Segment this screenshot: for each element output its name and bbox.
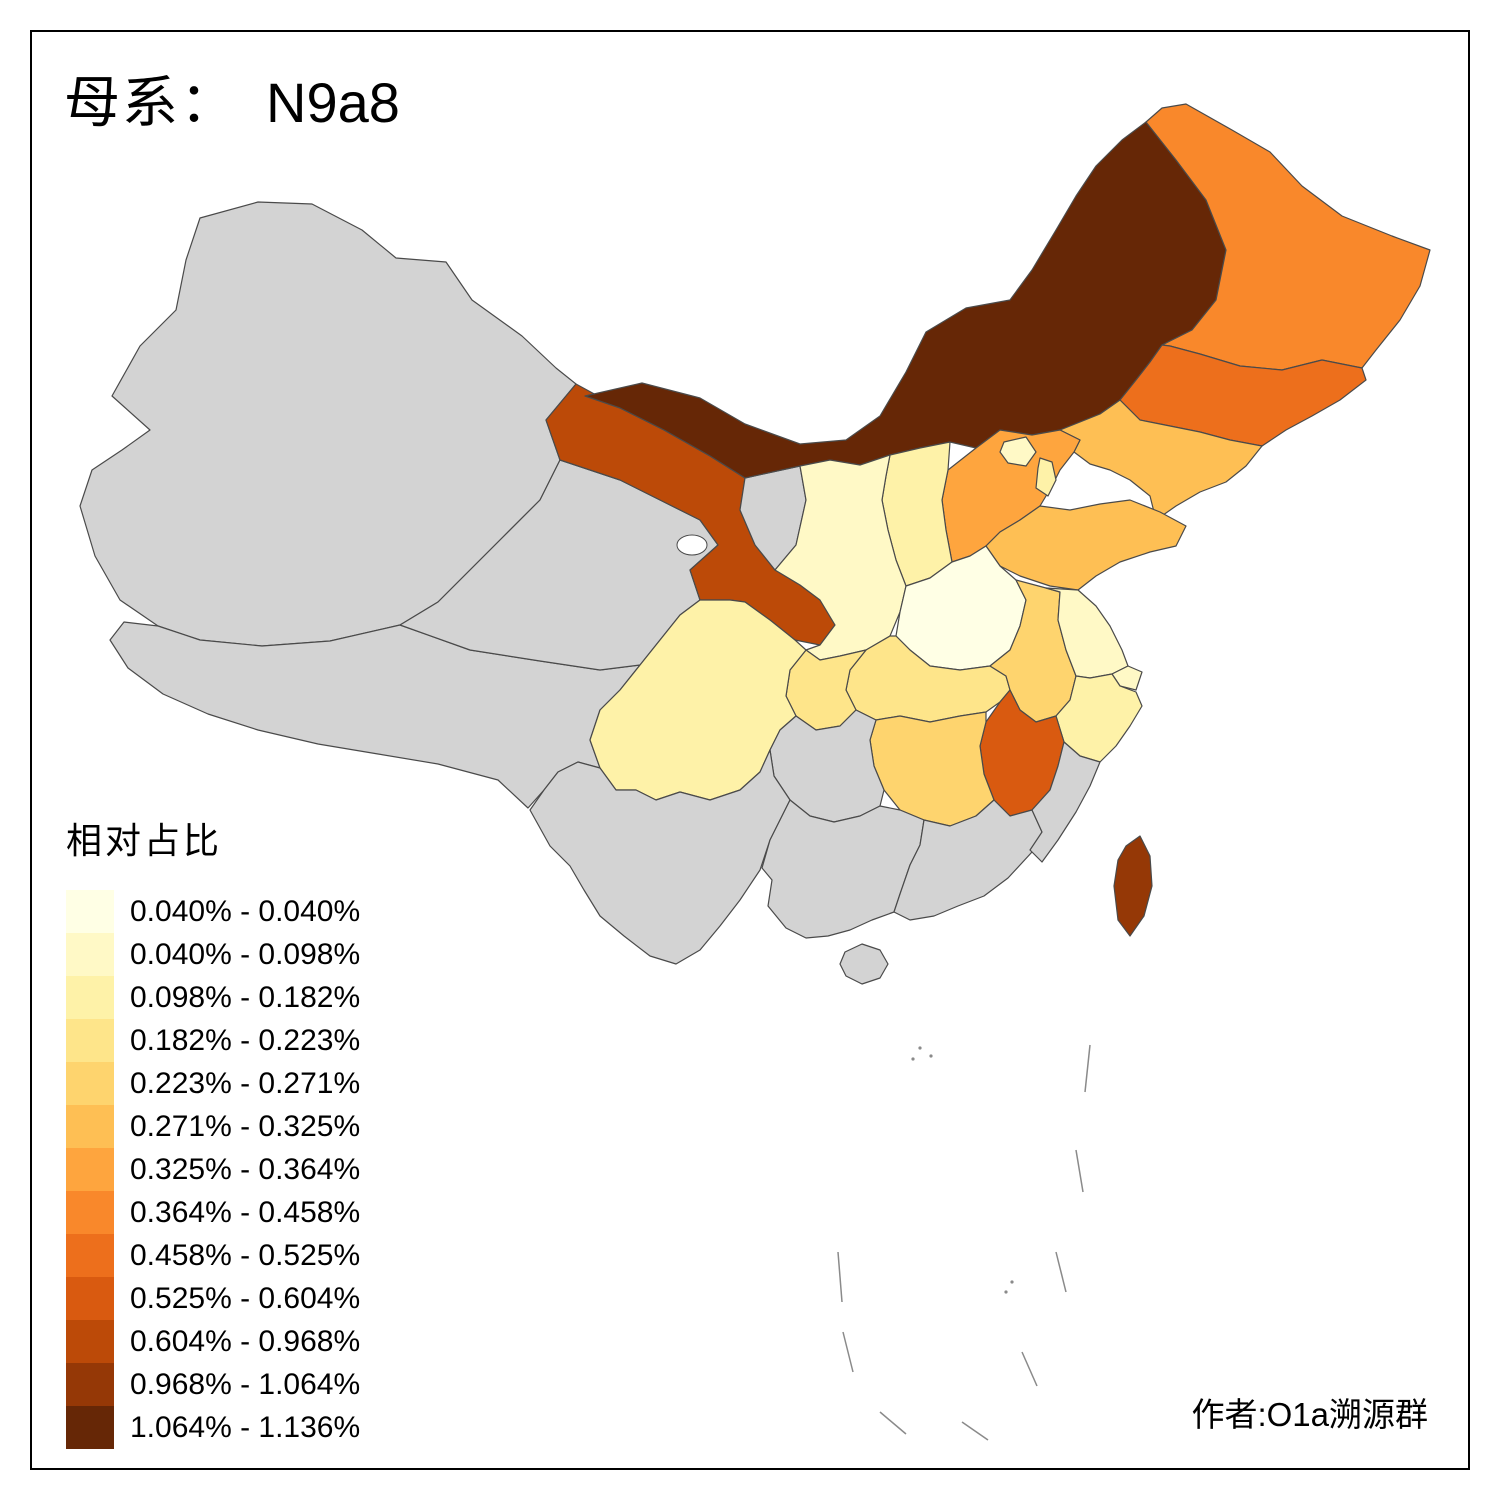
region-guangxi <box>761 799 925 939</box>
region-taiwan <box>1113 835 1153 937</box>
plot-title: 母系： N9a8 <box>64 58 400 139</box>
islet-dot <box>929 1054 933 1058</box>
legend-entry: 0.968% - 1.064% <box>66 1363 360 1406</box>
legend-entry: 0.458% - 0.525% <box>66 1234 360 1277</box>
legend-swatch <box>66 976 114 1019</box>
nine-dash-line-segment <box>1021 1351 1038 1387</box>
legend-swatch <box>66 1105 114 1148</box>
legend-label: 0.040% - 0.098% <box>130 937 361 971</box>
region-hainan <box>839 943 889 985</box>
region-yunnan <box>529 749 791 965</box>
legend-swatch <box>66 1019 114 1062</box>
nine-dash-line-segment <box>1084 1044 1091 1093</box>
legend-swatch <box>66 933 114 976</box>
nine-dash-line-segment <box>1075 1149 1084 1193</box>
legend-label: 0.325% - 0.364% <box>130 1152 361 1186</box>
plot-frame <box>30 30 1470 1470</box>
legend-label: 0.458% - 0.525% <box>130 1238 361 1272</box>
legend-swatch <box>66 1406 114 1449</box>
legend-label: 0.968% - 1.064% <box>130 1367 361 1401</box>
legend-label: 0.364% - 0.458% <box>130 1195 361 1229</box>
legend-entry: 0.223% - 0.271% <box>66 1062 360 1105</box>
legend-title: 相对占比 <box>66 820 223 861</box>
legend-entry: 0.604% - 0.968% <box>66 1320 360 1363</box>
region-beijing <box>999 436 1037 467</box>
legend-entry: 0.364% - 0.458% <box>66 1191 360 1234</box>
region-tianjin <box>1035 457 1057 497</box>
nine-dash-line-segment <box>961 1421 989 1441</box>
legend-swatch <box>66 1062 114 1105</box>
legend-swatch <box>66 1234 114 1277</box>
region-zhejiang <box>1055 673 1143 763</box>
legend-label: 0.223% - 0.271% <box>130 1066 361 1100</box>
islet-dot <box>1004 1290 1008 1294</box>
region-shanghai <box>1111 665 1143 691</box>
legend-label: 0.098% - 0.182% <box>130 980 361 1014</box>
legend-swatch <box>66 1148 114 1191</box>
title-haplogroup: N9a8 <box>266 71 400 134</box>
nine-dash-line-segment <box>842 1331 854 1373</box>
legend-entry: 0.525% - 0.604% <box>66 1277 360 1320</box>
legend-entry: 0.040% - 0.098% <box>66 933 360 976</box>
legend-label: 1.064% - 1.136% <box>130 1410 361 1444</box>
legend-label: 0.525% - 0.604% <box>130 1281 361 1315</box>
legend-swatch <box>66 1320 114 1363</box>
qinghai-lake <box>676 534 708 556</box>
nine-dash-line-segment <box>879 1411 907 1435</box>
legend-entry: 1.064% - 1.136% <box>66 1406 360 1449</box>
legend-entry: 0.325% - 0.364% <box>66 1148 360 1191</box>
nine-dash-line-segment <box>837 1251 843 1303</box>
legend-label: 0.182% - 0.223% <box>130 1023 361 1057</box>
author-credit: 作者:O1a溯源群 <box>1191 1396 1428 1433</box>
islet-dot <box>1010 1280 1014 1284</box>
region-fujian <box>1029 741 1101 863</box>
region-shandong <box>985 499 1187 591</box>
legend-entry: 0.098% - 0.182% <box>66 976 360 1019</box>
legend-swatch <box>66 1191 114 1234</box>
legend-entry: 0.271% - 0.325% <box>66 1105 360 1148</box>
legend-entry: 0.040% - 0.040% <box>66 890 360 933</box>
legend-swatch <box>66 1277 114 1320</box>
legend-swatch <box>66 1363 114 1406</box>
legend-entries: 0.040% - 0.040% 0.040% - 0.098% 0.098% - 0… <box>66 890 360 1449</box>
legend-label: 0.040% - 0.040% <box>130 894 361 928</box>
legend-label: 0.604% - 0.968% <box>130 1324 361 1358</box>
region-jilin <box>1119 344 1367 447</box>
legend-swatch <box>66 890 114 933</box>
islet-dot <box>918 1046 922 1050</box>
islet-dot <box>911 1057 915 1061</box>
legend-label: 0.271% - 0.325% <box>130 1109 361 1143</box>
region-guangdong <box>893 799 1043 921</box>
legend-entry: 0.182% - 0.223% <box>66 1019 360 1062</box>
nine-dash-line-segment <box>1055 1251 1067 1293</box>
legend: 相对占比 0.040% - 0.040% 0.040% - 0.098% 0.098… <box>66 812 360 1449</box>
title-prefix: 母系： <box>64 71 238 134</box>
